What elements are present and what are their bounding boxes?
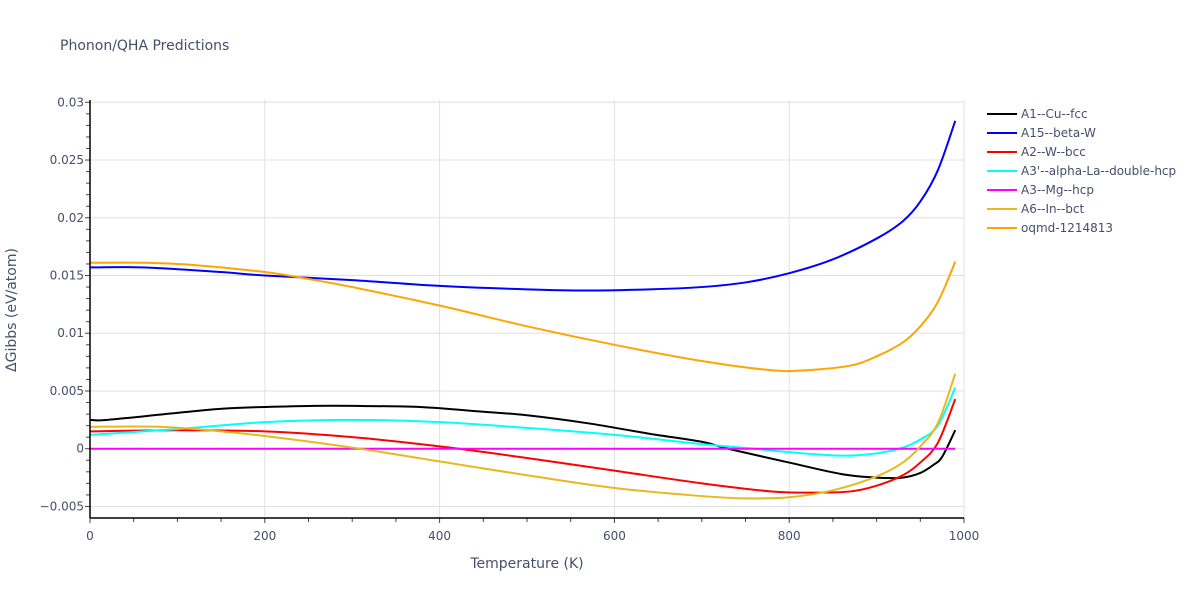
legend-label: A15--beta-W — [1021, 126, 1096, 140]
x-tick-label: 1000 — [949, 529, 980, 543]
y-tick-label: 0.025 — [50, 153, 84, 167]
x-axis-label: Temperature (K) — [469, 556, 583, 572]
legend-item[interactable]: A3--Mg--hcp — [987, 183, 1094, 197]
legend-label: A2--W--bcc — [1021, 145, 1086, 159]
y-tick-label: −0.005 — [40, 499, 84, 513]
x-tick-label: 0 — [86, 529, 94, 543]
legend-item[interactable]: A1--Cu--fcc — [987, 107, 1088, 121]
legend-item[interactable]: A15--beta-W — [987, 126, 1096, 140]
legend-item[interactable]: A6--In--bct — [987, 202, 1085, 216]
x-tick-label: 800 — [778, 529, 801, 543]
y-tick-label: 0.03 — [57, 95, 84, 109]
series-line-oqmd-1214813 — [89, 261, 957, 373]
legend-label: A3'--alpha-La--double-hcp — [1021, 164, 1176, 178]
series-line-a15-beta-w — [89, 120, 957, 292]
series-line-a1-cu-fcc — [89, 404, 957, 480]
y-tick-label: 0.005 — [50, 384, 84, 398]
y-axis-label: ΔGibbs (eV/atom) — [4, 248, 20, 372]
y-tick-label: 0 — [76, 442, 84, 456]
legend-label: A3--Mg--hcp — [1021, 183, 1094, 197]
chart-title: Phonon/QHA Predictions — [60, 38, 229, 54]
x-tick-label: 600 — [603, 529, 626, 543]
legend-label: A1--Cu--fcc — [1021, 107, 1088, 121]
legend-item[interactable]: A3'--alpha-La--double-hcp — [987, 164, 1176, 178]
x-tick-label: 400 — [428, 529, 451, 543]
legend-label: oqmd-1214813 — [1021, 221, 1113, 235]
legend-item[interactable]: oqmd-1214813 — [987, 221, 1113, 235]
series-line-a6-in-bct — [89, 373, 957, 500]
y-tick-label: 0.015 — [50, 269, 84, 283]
legend-item[interactable]: A2--W--bcc — [987, 145, 1086, 159]
series-line-a3-alpha-la-double-hcp — [89, 387, 957, 457]
y-tick-label: 0.01 — [57, 326, 84, 340]
series-line-a2-w-bcc — [89, 398, 957, 494]
y-tick-label: 0.02 — [57, 211, 84, 225]
x-tick-label: 200 — [253, 529, 276, 543]
legend[interactable]: A1--Cu--fcc A15--beta-W A2--W--bcc A3'--alp… — [987, 107, 1176, 235]
legend-label: A6--In--bct — [1021, 202, 1085, 216]
